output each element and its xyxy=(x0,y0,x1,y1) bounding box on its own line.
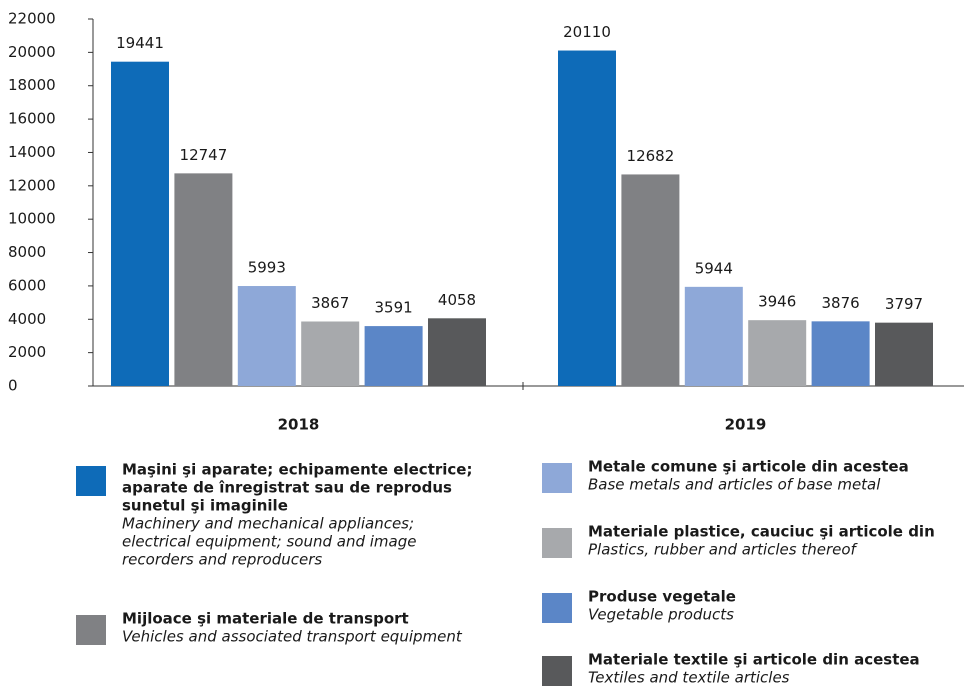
bar xyxy=(428,318,486,386)
y-tick-label: 16000 xyxy=(8,110,56,128)
y-tick-label: 18000 xyxy=(8,76,56,94)
legend-swatch xyxy=(542,463,572,493)
x-tick-label: 2018 xyxy=(278,416,320,434)
bar xyxy=(364,326,423,386)
bar xyxy=(875,322,933,386)
legend-swatch xyxy=(542,656,572,686)
legend-label-en: recorders and reproducers xyxy=(122,551,322,569)
legend-label: Produse vegetale xyxy=(588,588,736,606)
y-tick-label: 6000 xyxy=(8,276,46,294)
legend-label: Mijloace şi materiale de transport xyxy=(122,610,409,628)
legend-label-en: Vegetable products xyxy=(588,606,734,624)
value-label: 4058 xyxy=(438,291,476,309)
value-label: 5993 xyxy=(248,259,286,277)
value-label: 19441 xyxy=(116,34,164,52)
legend-label: sunetul şi imaginile xyxy=(122,497,288,515)
y-tick-label: 22000 xyxy=(8,10,56,28)
legend-label: Metale comune şi articole din acestea xyxy=(588,458,909,476)
y-tick-label: 4000 xyxy=(8,310,46,328)
legend-swatch xyxy=(76,466,106,496)
y-tick-label: 20000 xyxy=(8,43,56,61)
legend-label-en: electrical equipment; sound and image xyxy=(122,533,416,551)
bar xyxy=(174,173,233,386)
legend-swatch xyxy=(542,528,572,558)
value-label: 3797 xyxy=(885,295,923,313)
legend-label: aparate de înregistrat sau de reprodus xyxy=(122,479,452,497)
legend-label: Maşini şi aparate; echipamente electrice… xyxy=(122,461,472,479)
value-label: 20110 xyxy=(563,23,611,41)
bar xyxy=(237,286,296,386)
bar xyxy=(684,286,743,386)
value-label: 3946 xyxy=(758,293,796,311)
y-tick-label: 0 xyxy=(8,377,18,395)
bar xyxy=(811,321,870,386)
y-tick-label: 2000 xyxy=(8,343,46,361)
y-tick-label: 10000 xyxy=(8,210,56,228)
legend-label-en: Machinery and mechanical appliances; xyxy=(122,515,414,533)
legend-label-en: Vehicles and associated transport equipm… xyxy=(122,628,463,646)
value-label: 3876 xyxy=(822,294,860,312)
value-label: 5944 xyxy=(695,259,733,277)
bar xyxy=(621,174,680,386)
value-label: 12682 xyxy=(627,147,675,165)
y-tick-label: 8000 xyxy=(8,243,46,261)
value-label: 12747 xyxy=(180,146,228,164)
y-tick-label: 14000 xyxy=(8,143,56,161)
x-tick-label: 2019 xyxy=(725,416,767,434)
bar xyxy=(748,320,807,386)
legend-label-en: Plastics, rubber and articles thereof xyxy=(588,541,859,559)
value-label: 3591 xyxy=(375,299,413,317)
bar xyxy=(111,61,169,386)
legend-label-en: Base metals and articles of base metal xyxy=(588,476,881,494)
legend-label-en: Textiles and textile articles xyxy=(588,669,790,687)
legend-swatch xyxy=(542,593,572,623)
bar xyxy=(558,50,616,387)
legend-label: Materiale plastice, cauciuc şi articole … xyxy=(588,523,935,541)
legend-swatch xyxy=(76,615,106,645)
legend-label: Materiale textile şi articole din aceste… xyxy=(588,651,920,669)
value-label: 3867 xyxy=(311,294,349,312)
bar xyxy=(301,321,360,386)
y-tick-label: 12000 xyxy=(8,176,56,194)
